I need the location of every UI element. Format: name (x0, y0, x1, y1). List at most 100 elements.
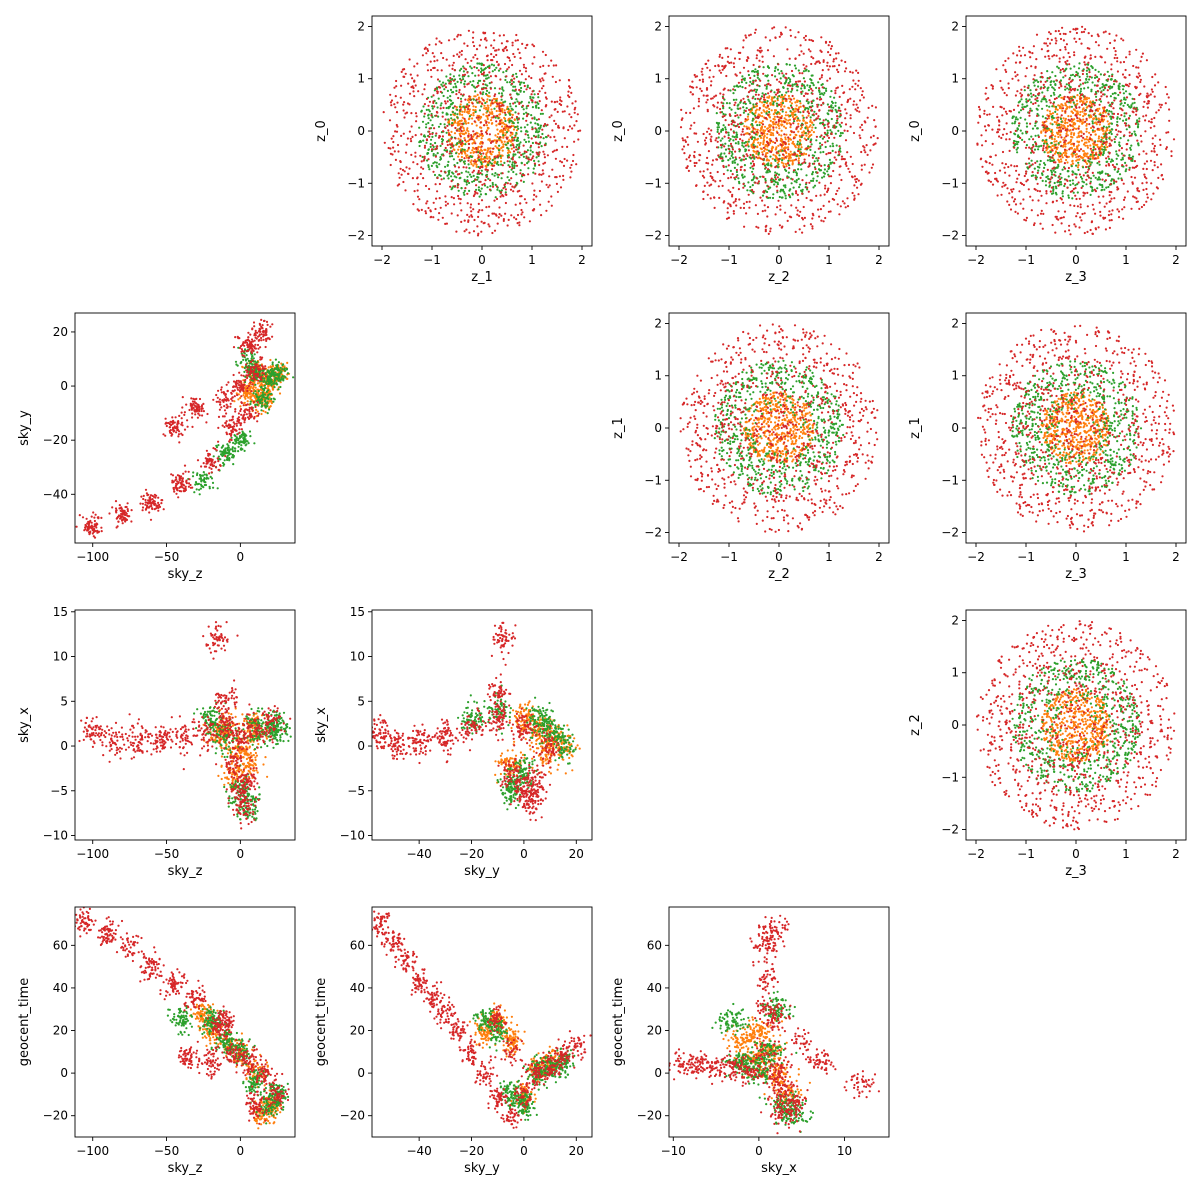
scatter-point (456, 214, 459, 217)
scatter-point (485, 92, 488, 95)
scatter-point (865, 144, 868, 147)
scatter-point (815, 61, 818, 64)
scatter-point (1090, 103, 1093, 106)
scatter-point (415, 115, 418, 118)
scatter-point (749, 33, 752, 36)
scatter-point (465, 106, 468, 109)
scatter-point (805, 181, 808, 184)
scatter-point (1087, 114, 1090, 117)
scatter-point (1058, 104, 1061, 107)
scatter-point (477, 84, 480, 87)
scatter-point (458, 145, 461, 148)
scatter-point (840, 121, 843, 124)
scatter-point (488, 147, 491, 150)
scatter-point (493, 199, 496, 202)
scatter-point (761, 163, 765, 166)
scatter-point (707, 150, 711, 153)
scatter-point (714, 139, 717, 142)
scatter-point (525, 107, 528, 110)
scatter-point (777, 144, 780, 147)
scatter-point (511, 156, 514, 159)
scatter-point (475, 151, 478, 154)
scatter-point (775, 146, 778, 149)
scatter-point (550, 100, 553, 103)
scatter-point (810, 143, 813, 146)
scatter-point (518, 69, 522, 72)
scatter-point (510, 140, 513, 143)
scatter-point (819, 151, 822, 154)
scatter-point (838, 153, 841, 156)
scatter-point (424, 184, 428, 188)
scatter-point (1064, 127, 1067, 130)
scatter-point (706, 193, 709, 196)
scatter-point (826, 170, 829, 173)
scatter-point (569, 176, 572, 179)
scatter-point (768, 170, 772, 173)
scatter-point (512, 102, 515, 105)
scatter-point (739, 71, 742, 74)
scatter-point (749, 136, 752, 139)
scatter-point (566, 145, 569, 148)
scatter-point (464, 143, 467, 146)
scatter-point (477, 202, 480, 205)
scatter-point (463, 178, 466, 181)
scatter-point (449, 150, 452, 153)
scatter-point (756, 97, 760, 100)
scatter-point (504, 143, 507, 146)
scatter-point (729, 176, 733, 179)
scatter-point (509, 182, 512, 185)
scatter-point (779, 31, 783, 34)
scatter-point (790, 69, 794, 73)
scatter-point (780, 129, 783, 132)
scatter-point (684, 140, 688, 143)
scatter-point (477, 232, 480, 235)
scatter-point (728, 61, 731, 65)
scatter-point (805, 196, 808, 200)
scatter-point (395, 130, 399, 133)
scatter-point (789, 100, 792, 103)
scatter-point (819, 145, 822, 148)
scatter-point (412, 90, 415, 93)
scatter-point (1064, 145, 1067, 148)
scatter-point (780, 105, 783, 108)
scatter-point (733, 65, 736, 69)
scatter-point (863, 120, 866, 123)
scatter-point (810, 87, 813, 90)
scatter-point (508, 125, 511, 128)
scatter-point (468, 101, 471, 104)
scatter-point (434, 43, 437, 46)
scatter-point (515, 72, 518, 75)
scatter-point (462, 65, 465, 68)
scatter-point (426, 49, 430, 53)
scatter-point (836, 68, 839, 71)
scatter-point (1090, 161, 1093, 164)
scatter-point (451, 111, 455, 114)
scatter-point (458, 119, 461, 123)
scatter-point (503, 116, 506, 119)
scatter-point (785, 165, 788, 168)
scatter-point (756, 212, 760, 215)
scatter-point (796, 83, 799, 86)
scatter-point (390, 104, 393, 107)
scatter-point (847, 98, 850, 101)
scatter-point (792, 170, 795, 174)
scatter-point (1085, 100, 1088, 103)
scatter-point (419, 154, 422, 157)
scatter-point (812, 186, 815, 189)
scatter-point (1048, 184, 1051, 187)
scatter-point (423, 146, 426, 149)
scatter-point (499, 119, 502, 122)
scatter-point (456, 113, 459, 116)
scatter-point (533, 193, 536, 196)
scatter-point (745, 153, 748, 156)
scatter-point (404, 189, 407, 192)
scatter-point (454, 137, 457, 140)
scatter-point (803, 161, 806, 164)
scatter-point (808, 135, 811, 138)
scatter-point (753, 157, 756, 160)
scatter-point (461, 110, 464, 113)
scatter-point (759, 157, 762, 160)
scatter-point (750, 137, 754, 141)
scatter-point (848, 170, 851, 173)
scatter-point (815, 112, 818, 115)
